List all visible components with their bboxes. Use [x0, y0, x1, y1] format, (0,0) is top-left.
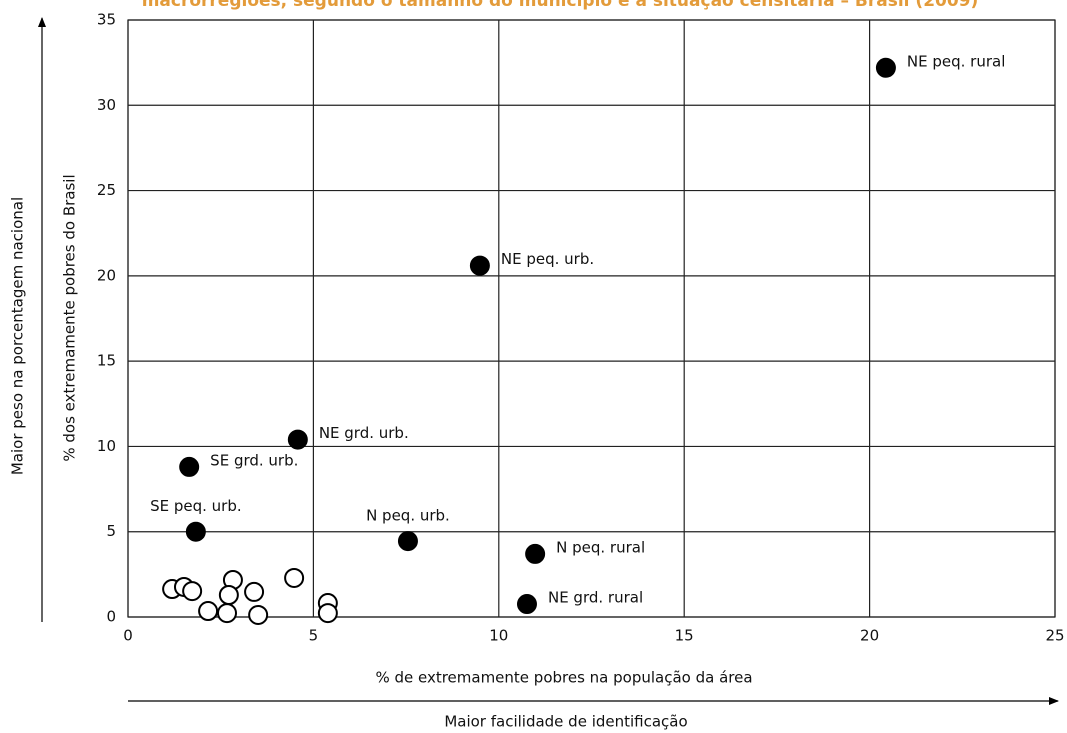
point-label: NE peq. urb.	[501, 250, 594, 268]
point	[516, 594, 537, 615]
point	[218, 584, 239, 605]
y-tick-label: 15	[97, 352, 116, 370]
x-axis-label: % de extremamente pobres na população da…	[375, 669, 752, 687]
x-tick-label: 25	[1045, 627, 1064, 645]
point	[198, 601, 219, 622]
point	[179, 456, 200, 477]
point	[185, 521, 206, 542]
point-label: NE grd. urb.	[319, 424, 409, 442]
point	[397, 531, 418, 552]
y-tick-label: 25	[97, 181, 116, 199]
point	[875, 57, 896, 78]
y-tick-label: 35	[97, 11, 116, 29]
y-tick-label: 5	[106, 522, 116, 540]
point	[182, 581, 203, 602]
y-tick-label: 20	[97, 266, 116, 284]
y-tick-label: 10	[97, 437, 116, 455]
point	[469, 255, 490, 276]
x-tick-label: 5	[309, 627, 319, 645]
point-label: SE grd. urb.	[210, 451, 298, 469]
point-label: N peq. rural	[556, 538, 645, 556]
x-tick-label: 15	[675, 627, 694, 645]
point-label: NE grd. rural	[548, 589, 643, 607]
y-tick-label: 30	[97, 96, 116, 114]
chart-title: macrorregiões, segundo o tamanho do muni…	[142, 0, 979, 11]
point	[217, 603, 238, 624]
y-tick-label: 0	[106, 608, 116, 626]
point-label: NE peq. rural	[907, 52, 1005, 70]
point	[284, 567, 305, 588]
point	[287, 429, 308, 450]
x-tick-label: 10	[489, 627, 508, 645]
point-label: N peq. urb.	[366, 507, 450, 525]
x-annotation: Maior facilidade de identificação	[444, 713, 687, 731]
y-annotation: Maior peso na porcentagem nacional	[9, 197, 27, 475]
point	[244, 581, 265, 602]
point	[317, 603, 338, 624]
plot-frame	[127, 19, 1056, 618]
point	[525, 543, 546, 564]
point	[248, 604, 269, 625]
x-tick-label: 0	[123, 627, 133, 645]
point-label: SE peq. urb.	[150, 497, 242, 515]
x-tick-label: 20	[860, 627, 879, 645]
y-axis-label: % dos extremamente pobres do Brasil	[61, 174, 79, 461]
